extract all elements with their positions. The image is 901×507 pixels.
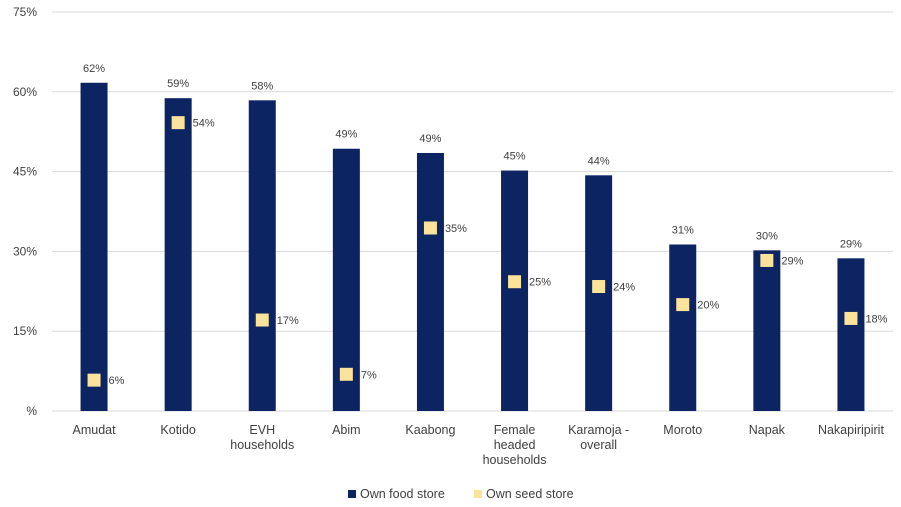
bar-data-label: 29%	[840, 238, 862, 250]
marker-data-label: 7%	[361, 369, 377, 381]
marker-own-seed-store	[592, 280, 606, 294]
x-category-label: EVH households	[230, 423, 294, 452]
legend-label: Own seed store	[486, 487, 574, 501]
marker-own-seed-store	[87, 373, 101, 387]
y-tick-label: 75%	[13, 5, 37, 19]
bar-own-food-store	[80, 82, 108, 412]
x-category-label: Female headed households	[483, 423, 547, 467]
y-tick-label: 30%	[13, 244, 37, 258]
marker-data-label: 18%	[865, 313, 887, 325]
x-category-label: Karamoja -overall	[568, 423, 629, 452]
bar-data-label: 58%	[251, 80, 273, 92]
x-category-label-line: overall	[580, 438, 617, 452]
gridlines	[52, 11, 893, 412]
bar-own-food-store	[753, 250, 781, 411]
x-category-label-line: Moroto	[663, 423, 702, 437]
y-axis-ticks: % 15% 30% 45% 60% 75%	[13, 5, 37, 418]
marker-own-seed-store	[339, 367, 353, 381]
bar-data-label: 44%	[588, 155, 610, 167]
x-category-label-line: households	[483, 453, 547, 467]
bar-data-label: 49%	[335, 129, 357, 141]
x-category-label: Kaabong	[405, 423, 455, 437]
legend-swatch	[348, 490, 356, 498]
bar-own-food-store	[416, 152, 444, 412]
marker-data-label: 25%	[529, 277, 551, 289]
x-category-label-line: Abim	[332, 423, 360, 437]
bar-data-label: 49%	[419, 133, 441, 145]
legend-swatch	[474, 490, 482, 498]
x-category-label: Nakapiripirit	[818, 423, 885, 437]
x-category-label-line: Kotido	[160, 423, 195, 437]
marker-own-seed-store	[255, 313, 269, 327]
x-category-label: Moroto	[663, 423, 702, 437]
marker-own-seed-store	[844, 311, 858, 325]
bar-own-food-store	[837, 258, 865, 411]
x-category-label-line: households	[230, 438, 294, 452]
x-category-label: Abim	[332, 423, 360, 437]
bar-data-label: 59%	[167, 78, 189, 90]
bar-data-label: 45%	[504, 151, 526, 163]
legend: Own food store Own seed store	[348, 487, 574, 501]
x-category-label-line: Karamoja -	[568, 423, 629, 437]
data-labels: 62% 6% 59% 54% 58% 17% 49% 7% 49% 35% 45% 25% 44% 24%…	[83, 63, 888, 387]
marker-data-label: 29%	[781, 255, 803, 267]
x-category-label-line: Amudat	[73, 423, 117, 437]
marker-data-label: 35%	[445, 223, 467, 235]
x-category-label-line: headed	[494, 438, 536, 452]
marker-data-label: 24%	[613, 282, 635, 294]
marker-data-label: 54%	[193, 118, 215, 130]
bar-data-label: 31%	[672, 224, 694, 236]
bar-own-food-store	[669, 244, 697, 411]
x-category-label-line: EVH	[249, 423, 275, 437]
marker-own-seed-store	[508, 275, 522, 289]
bar-data-label: 62%	[83, 63, 105, 75]
x-category-label-line: Napak	[749, 423, 786, 437]
bar-own-food-store	[248, 100, 276, 411]
marker-series	[87, 116, 858, 387]
marker-own-seed-store	[676, 298, 690, 312]
marker-own-seed-store	[760, 253, 774, 267]
x-category-label-line: Female	[494, 423, 536, 437]
bar-data-label: 30%	[756, 230, 778, 242]
x-category-label: Amudat	[73, 423, 117, 437]
x-category-label: Kotido	[160, 423, 195, 437]
bar-own-food-store	[501, 170, 529, 411]
bar-own-food-store	[585, 175, 613, 411]
x-category-label-line: Nakapiripirit	[818, 423, 885, 437]
legend-label: Own food store	[360, 487, 445, 501]
x-category-label: Napak	[749, 423, 786, 437]
bar-own-food-store	[164, 98, 192, 412]
marker-data-label: 17%	[277, 315, 299, 327]
marker-data-label: 6%	[109, 375, 125, 387]
y-tick-label: 15%	[13, 324, 37, 338]
y-tick-label: %	[26, 404, 37, 418]
marker-own-seed-store	[423, 221, 437, 235]
y-tick-label: 45%	[13, 165, 37, 179]
marker-own-seed-store	[171, 116, 185, 130]
marker-data-label: 20%	[697, 300, 719, 312]
bar-own-food-store	[332, 148, 360, 411]
x-category-label-line: Kaabong	[405, 423, 455, 437]
y-tick-label: 60%	[13, 85, 37, 99]
bar-series	[80, 82, 865, 412]
